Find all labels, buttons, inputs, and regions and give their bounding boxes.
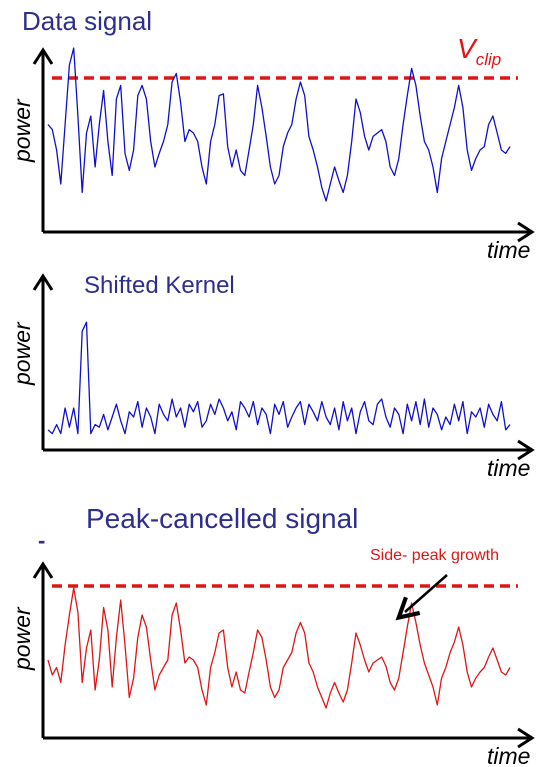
peak-cancelled-signal-line <box>48 588 510 708</box>
side-peak-annotation: Side- peak growth <box>370 547 499 564</box>
x-axis-label: time <box>487 455 530 481</box>
panel-title: Shifted Kernel <box>84 272 235 299</box>
annotation-arrow <box>405 575 447 612</box>
panel-data-signal: Data signal power time Vclip <box>9 6 532 263</box>
panel-title: Peak-cancelled signal <box>86 503 358 534</box>
data-signal-line <box>48 48 510 201</box>
y-axis-label: power <box>9 98 35 163</box>
x-axis-label: time <box>487 237 530 263</box>
y-axis-label: power <box>9 321 35 386</box>
panel-title-mark: - <box>38 528 45 553</box>
panel-peak-cancelled: - Peak-cancelled signal power time Side-… <box>9 503 532 767</box>
panel-title: Data signal <box>22 6 152 36</box>
x-axis-label: time <box>487 743 530 767</box>
kernel-signal-line <box>48 322 510 433</box>
clip-label: Vclip <box>457 33 501 69</box>
panel-shifted-kernel: Shifted Kernel power time <box>9 272 532 481</box>
y-axis-label: power <box>9 606 35 671</box>
clip-label-subscript: clip <box>476 50 502 69</box>
